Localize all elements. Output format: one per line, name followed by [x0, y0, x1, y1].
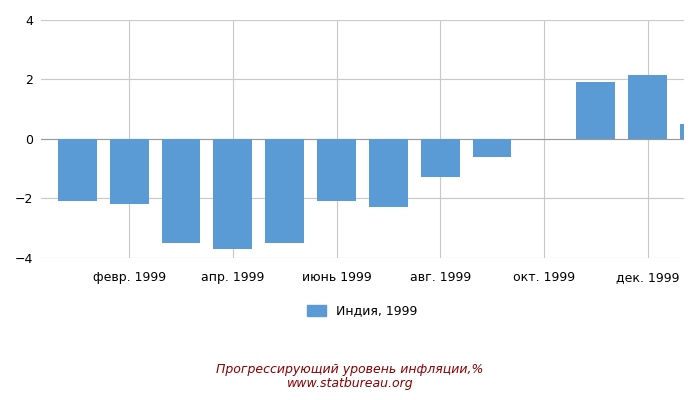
Legend: Индия, 1999: Индия, 1999	[302, 300, 423, 322]
Bar	[421, 139, 460, 177]
Bar	[265, 139, 304, 243]
Text: Прогрессирующий уровень инфляции,%: Прогрессирующий уровень инфляции,%	[216, 364, 484, 376]
Bar	[317, 139, 356, 201]
Bar	[58, 139, 97, 201]
Bar	[680, 124, 700, 139]
Bar	[110, 139, 148, 204]
Bar	[628, 75, 667, 139]
Text: www.statbureau.org: www.statbureau.org	[287, 378, 413, 390]
Bar	[473, 139, 512, 156]
Bar	[214, 139, 252, 249]
Bar	[576, 82, 615, 139]
Bar	[162, 139, 200, 243]
Bar	[369, 139, 408, 207]
